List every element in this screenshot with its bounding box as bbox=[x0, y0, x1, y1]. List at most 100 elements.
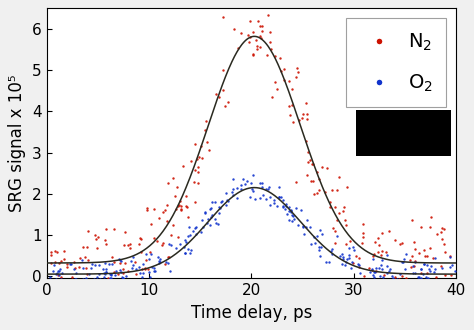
Point bbox=[221, 104, 228, 109]
Point bbox=[335, 210, 343, 215]
Point bbox=[80, 276, 87, 281]
Point bbox=[138, 274, 146, 279]
Point bbox=[100, 271, 108, 276]
Point bbox=[117, 257, 124, 262]
Point bbox=[112, 269, 120, 274]
Point bbox=[229, 186, 237, 192]
Point bbox=[287, 209, 295, 214]
Point bbox=[440, 242, 447, 247]
Point bbox=[246, 40, 253, 45]
Point bbox=[54, 268, 62, 274]
Point bbox=[424, 263, 431, 268]
Point bbox=[343, 184, 351, 189]
Point bbox=[256, 33, 264, 39]
Point bbox=[186, 233, 194, 238]
Point bbox=[285, 79, 293, 84]
Point bbox=[306, 157, 314, 163]
Point bbox=[169, 176, 176, 181]
Point bbox=[117, 306, 125, 312]
Point bbox=[379, 267, 386, 272]
Point bbox=[448, 279, 456, 284]
Point bbox=[271, 197, 278, 203]
Point bbox=[365, 265, 372, 270]
Point bbox=[139, 262, 146, 267]
Point bbox=[409, 263, 417, 268]
Point bbox=[92, 236, 100, 242]
Point bbox=[420, 262, 428, 267]
Point bbox=[421, 253, 429, 258]
Point bbox=[164, 254, 172, 260]
Point bbox=[229, 176, 237, 182]
Point bbox=[46, 275, 54, 280]
Point bbox=[294, 222, 301, 227]
Point bbox=[341, 204, 348, 209]
Point bbox=[241, 182, 248, 187]
Point bbox=[55, 268, 63, 273]
Point bbox=[316, 253, 323, 259]
Point bbox=[81, 254, 88, 259]
Point bbox=[207, 206, 215, 211]
Point bbox=[271, 53, 279, 59]
Point bbox=[118, 278, 126, 283]
Point bbox=[119, 270, 127, 276]
Point bbox=[291, 216, 298, 221]
Point bbox=[415, 275, 422, 280]
Point bbox=[412, 246, 419, 251]
Point bbox=[192, 231, 200, 236]
Point bbox=[173, 185, 181, 190]
Point bbox=[375, 242, 383, 248]
Point bbox=[258, 181, 266, 186]
Point bbox=[181, 244, 188, 249]
Point bbox=[349, 244, 357, 249]
Point bbox=[174, 234, 182, 239]
Point bbox=[342, 222, 350, 227]
Point bbox=[201, 127, 209, 132]
Point bbox=[353, 253, 360, 258]
Point bbox=[205, 147, 212, 152]
Point bbox=[243, 179, 251, 184]
Point bbox=[402, 276, 410, 281]
Point bbox=[339, 257, 346, 262]
Point bbox=[346, 239, 354, 244]
Point bbox=[75, 265, 82, 270]
Legend: N$_2$, O$_2$: N$_2$, O$_2$ bbox=[346, 18, 447, 107]
Point bbox=[289, 86, 296, 91]
Point bbox=[396, 271, 403, 277]
Point bbox=[137, 270, 144, 275]
Point bbox=[272, 80, 279, 85]
Point bbox=[402, 251, 410, 256]
Point bbox=[303, 116, 310, 121]
Point bbox=[418, 266, 425, 271]
Point bbox=[315, 187, 322, 193]
Point bbox=[256, 196, 264, 201]
Point bbox=[217, 206, 224, 211]
Point bbox=[219, 15, 227, 20]
Point bbox=[343, 259, 350, 265]
Point bbox=[133, 271, 140, 277]
Point bbox=[283, 201, 290, 206]
Point bbox=[331, 228, 339, 233]
Point bbox=[361, 277, 368, 282]
Point bbox=[399, 260, 407, 265]
Point bbox=[292, 205, 300, 211]
Point bbox=[303, 112, 310, 117]
Point bbox=[164, 260, 172, 266]
Point bbox=[165, 255, 173, 260]
Point bbox=[201, 210, 209, 215]
Point bbox=[49, 268, 57, 273]
Point bbox=[256, 180, 264, 185]
Point bbox=[374, 236, 382, 241]
Point bbox=[437, 277, 444, 282]
Point bbox=[448, 263, 456, 268]
Point bbox=[387, 266, 394, 272]
Point bbox=[72, 271, 80, 276]
Point bbox=[72, 276, 79, 281]
Point bbox=[438, 266, 446, 271]
Point bbox=[60, 248, 68, 253]
Point bbox=[246, 194, 254, 200]
Point bbox=[288, 218, 296, 223]
Point bbox=[427, 264, 435, 269]
Point bbox=[228, 189, 236, 195]
Point bbox=[395, 277, 403, 282]
Point bbox=[378, 230, 385, 235]
